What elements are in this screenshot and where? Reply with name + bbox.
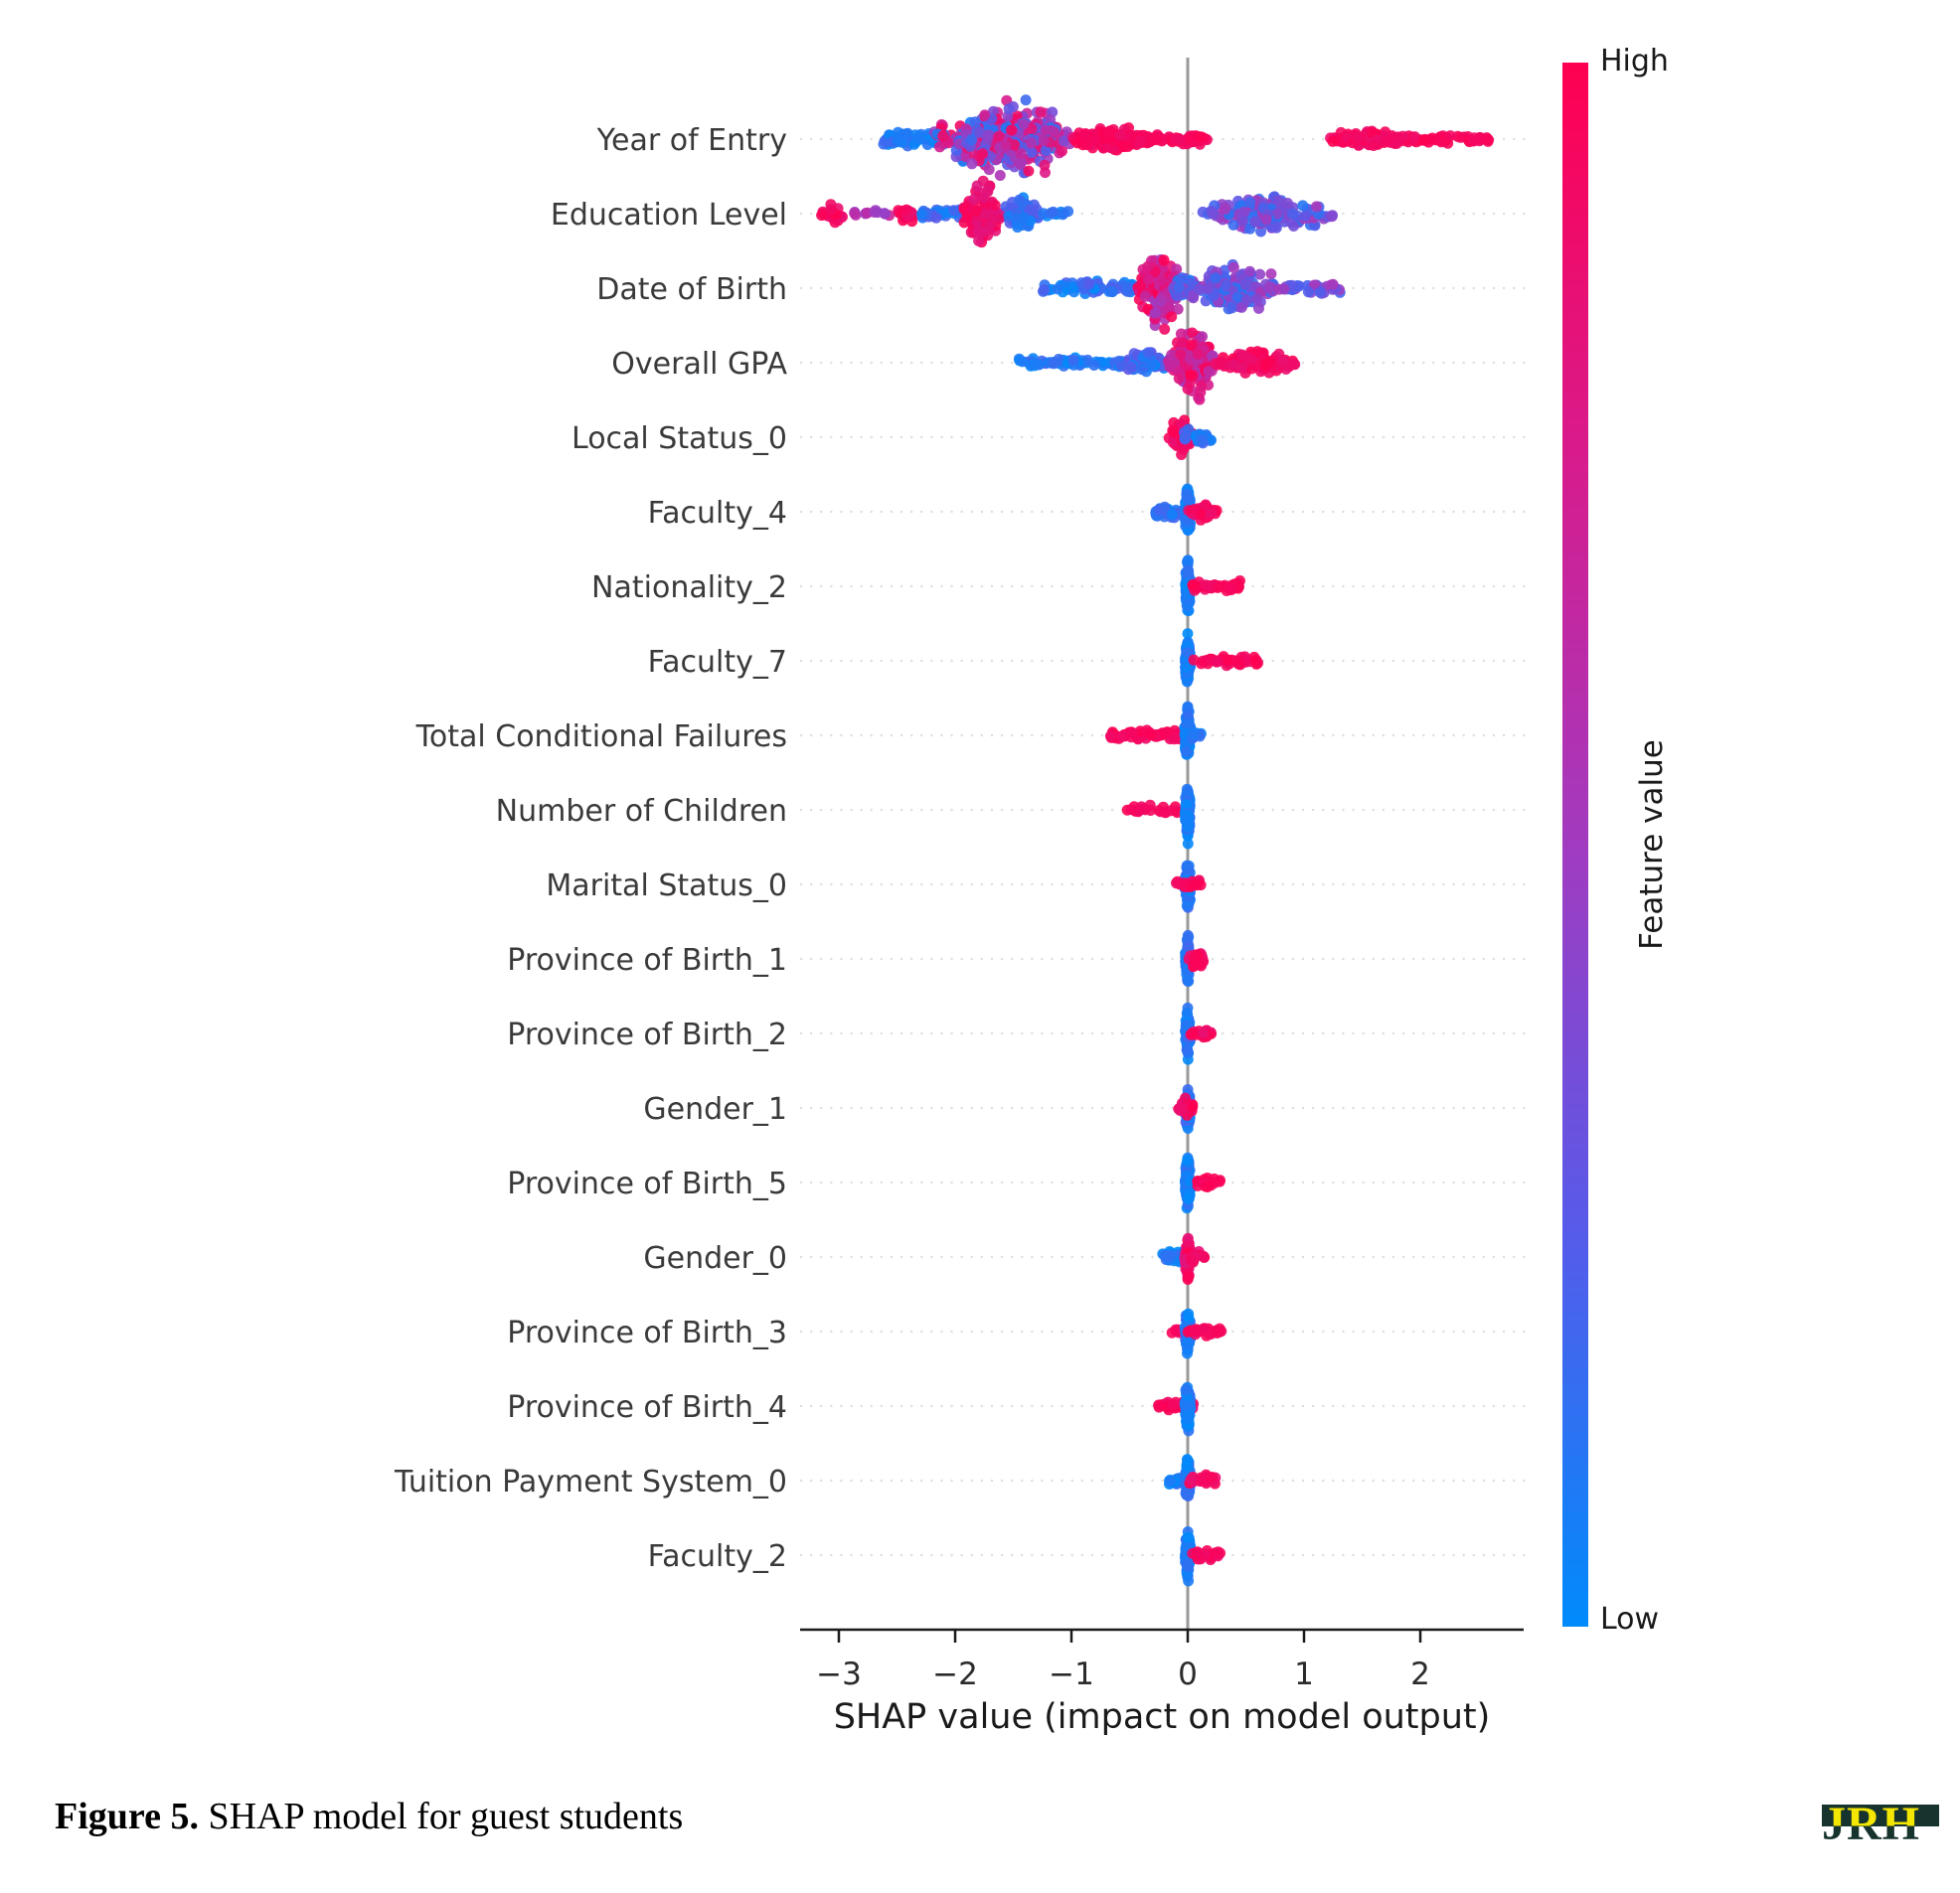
feature-label: Gender_0 (643, 1241, 787, 1276)
feature-label: Local Status_0 (572, 421, 787, 456)
feature-label: Faculty_7 (648, 645, 787, 680)
feature-label: Number of Children (496, 794, 787, 829)
feature-label: Total Conditional Failures (415, 719, 787, 754)
feature-label: Date of Birth (596, 272, 787, 307)
x-tick-label: 2 (1410, 1656, 1430, 1692)
figure-caption: Figure 5. SHAP model for guest students (55, 1795, 683, 1838)
x-tick-label: 0 (1178, 1656, 1198, 1692)
journal-logo: JRH JRH (1822, 1799, 1946, 1854)
beeswarm-dots (816, 94, 1494, 1587)
figure-caption-label: Figure 5. (55, 1796, 199, 1837)
colorbar-title: Feature value (1634, 739, 1670, 950)
feature-label: Tuition Payment System_0 (394, 1465, 787, 1499)
x-tick-label: −3 (816, 1656, 862, 1692)
logo-green-band (1822, 1805, 1939, 1826)
feature-label: Province of Birth_3 (507, 1316, 787, 1350)
feature-labels: Year of Entry Education Level Date of Birt… (394, 123, 787, 1574)
feature-label: Faculty_2 (648, 1539, 787, 1574)
x-tick-label: −1 (1049, 1656, 1094, 1692)
feature-label: Province of Birth_1 (507, 943, 787, 978)
x-axis-title: SHAP value (impact on model output) (834, 1697, 1491, 1737)
feature-label: Year of Entry (596, 123, 787, 158)
feature-label: Faculty_4 (648, 496, 787, 531)
feature-label: Province of Birth_2 (507, 1018, 787, 1052)
logo-text-top: JRH (1822, 1798, 1920, 1850)
feature-label: Province of Birth_4 (507, 1390, 787, 1425)
feature-label: Marital Status_0 (546, 868, 787, 903)
feature-label: Nationality_2 (591, 570, 787, 605)
x-tick-label: 1 (1294, 1656, 1314, 1692)
colorbar-high-label: High (1600, 44, 1669, 79)
feature-label: Province of Birth_5 (507, 1167, 787, 1201)
logo-text-bottom: JRH (1822, 1826, 1920, 1850)
colorbar-low-label: Low (1600, 1602, 1660, 1637)
figure-caption-text: SHAP model for guest students (198, 1796, 684, 1837)
feature-label: Gender_1 (643, 1092, 787, 1127)
x-tick-label: −2 (932, 1656, 978, 1692)
gridlines (799, 137, 1533, 1557)
feature-value-colorbar (1562, 63, 1588, 1627)
x-axis: −3 −2 −1 0 1 2 (800, 1628, 1524, 1692)
feature-label: Education Level (551, 198, 787, 233)
feature-label: Overall GPA (611, 347, 787, 382)
